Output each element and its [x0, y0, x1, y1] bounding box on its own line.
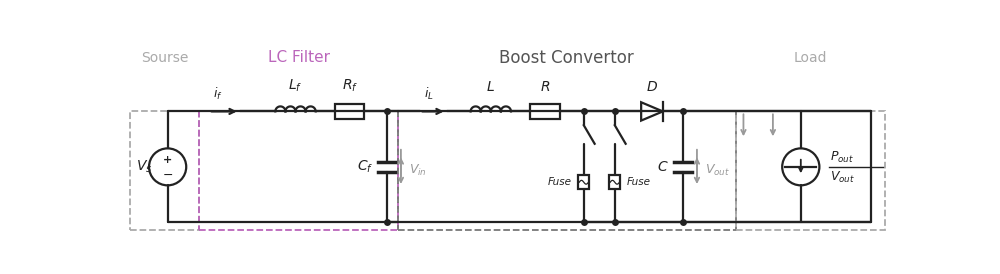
Text: $V_{in}$: $V_{in}$ — [409, 163, 427, 178]
Text: $C$: $C$ — [657, 160, 669, 174]
Text: Load: Load — [793, 50, 827, 64]
Text: $V_{out}$: $V_{out}$ — [830, 170, 855, 185]
Bar — [199, 112, 398, 230]
Bar — [398, 112, 736, 230]
Text: LC Filter: LC Filter — [268, 50, 330, 65]
Text: $L$: $L$ — [486, 81, 495, 95]
Text: $V_s$: $V_s$ — [136, 159, 153, 175]
Bar — [578, 175, 589, 189]
Text: Fuse: Fuse — [547, 177, 571, 187]
Bar — [335, 104, 364, 119]
Text: $R_f$: $R_f$ — [342, 78, 358, 95]
Bar — [530, 104, 560, 119]
Text: Boost Convertor: Boost Convertor — [499, 48, 634, 67]
Text: $R$: $R$ — [540, 81, 550, 95]
Bar — [130, 112, 199, 230]
Text: Sourse: Sourse — [141, 50, 188, 64]
Text: $-$: $-$ — [162, 168, 173, 181]
Bar — [736, 112, 885, 230]
Text: +: + — [163, 155, 172, 165]
Text: $i_L$: $i_L$ — [424, 86, 434, 102]
Text: $C_f$: $C_f$ — [357, 159, 373, 175]
Text: Fuse: Fuse — [627, 177, 651, 187]
Text: $P_{out}$: $P_{out}$ — [830, 150, 854, 165]
Text: $V_{out}$: $V_{out}$ — [705, 163, 730, 178]
Text: $i_f$: $i_f$ — [213, 86, 223, 102]
Text: $L_f$: $L_f$ — [288, 78, 303, 95]
Text: $D$: $D$ — [646, 81, 658, 95]
Bar — [609, 175, 620, 189]
